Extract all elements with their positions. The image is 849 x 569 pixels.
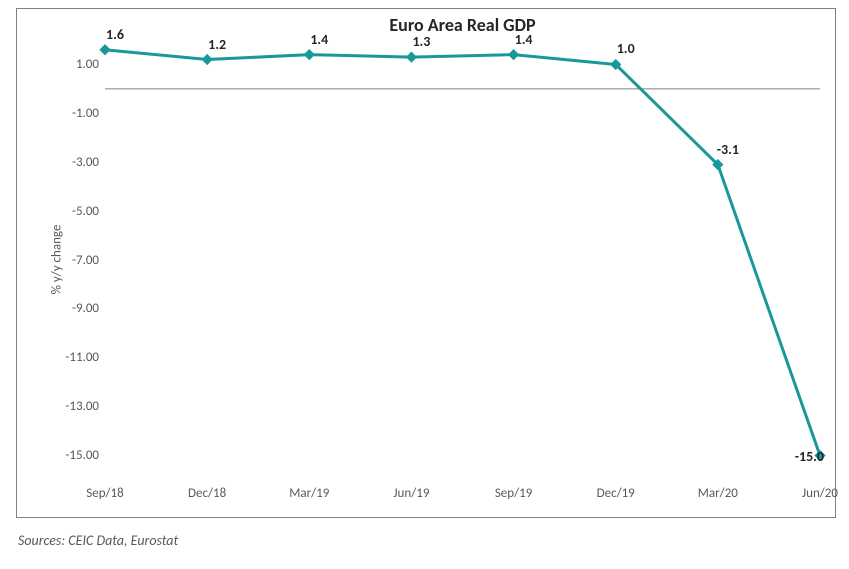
data-line bbox=[105, 50, 820, 456]
data-point-label: -3.1 bbox=[698, 141, 758, 158]
y-tick-label: -15.00 bbox=[49, 448, 99, 463]
x-tick-label: Sep/19 bbox=[474, 486, 554, 501]
data-marker bbox=[304, 49, 315, 60]
y-tick-label: -9.00 bbox=[49, 301, 99, 316]
x-tick-label: Sep/18 bbox=[65, 486, 145, 501]
data-point-label: 1.2 bbox=[187, 36, 247, 53]
x-tick-label: Mar/19 bbox=[269, 486, 349, 501]
x-tick-label: Dec/19 bbox=[576, 486, 656, 501]
y-tick-label: -3.00 bbox=[49, 155, 99, 170]
data-point-label: 1.3 bbox=[391, 33, 451, 50]
x-tick-label: Mar/20 bbox=[678, 486, 758, 501]
x-tick-label: Jun/20 bbox=[780, 486, 849, 501]
x-tick-label: Dec/18 bbox=[167, 486, 247, 501]
y-tick-label: -5.00 bbox=[49, 204, 99, 219]
data-marker bbox=[99, 44, 110, 55]
y-tick-label: -1.00 bbox=[49, 106, 99, 121]
data-point-label: -15.0 bbox=[764, 448, 824, 465]
data-point-label: 1.4 bbox=[289, 31, 349, 48]
plot-svg bbox=[0, 0, 849, 569]
chart-container: Euro Area Real GDP % y/y change -15.00-1… bbox=[0, 0, 849, 569]
y-tick-label: -13.00 bbox=[49, 399, 99, 414]
data-point-label: 1.4 bbox=[494, 31, 554, 48]
y-tick-label: -7.00 bbox=[49, 253, 99, 268]
y-tick-label: -11.00 bbox=[49, 350, 99, 365]
chart-footnote: Sources: CEIC Data, Eurostat bbox=[18, 532, 178, 549]
data-marker bbox=[406, 51, 417, 62]
data-point-label: 1.0 bbox=[596, 40, 656, 57]
data-marker bbox=[202, 54, 213, 65]
data-point-label: 1.6 bbox=[85, 26, 145, 43]
y-tick-label: 1.00 bbox=[49, 57, 99, 72]
x-tick-label: Jun/19 bbox=[371, 486, 451, 501]
data-marker bbox=[508, 49, 519, 60]
